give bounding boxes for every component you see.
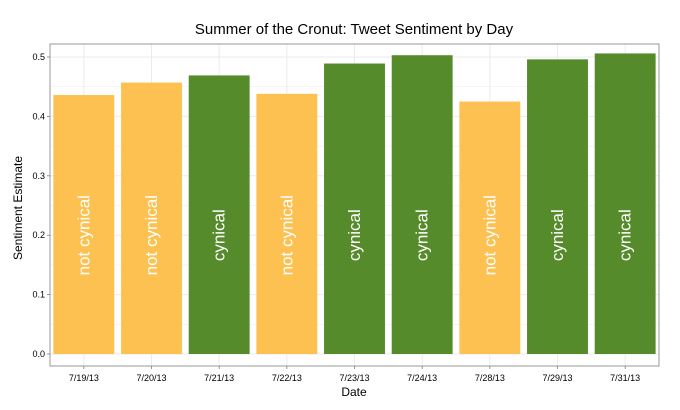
bars (53, 53, 656, 355)
bar (121, 82, 182, 355)
bar-label: not cynical (74, 195, 93, 275)
bar-label: cynical (210, 209, 229, 261)
y-axis-label: Sentiment Estimate (11, 156, 25, 260)
y-axis: 0.0 0.1 0.2 0.3 0.4 0.5 (32, 52, 50, 359)
y-tick-label: 0.2 (32, 230, 45, 240)
x-tick-label: 7/28/13 (475, 373, 505, 383)
bar (459, 101, 521, 354)
x-tick-label: 7/29/13 (542, 373, 572, 383)
x-tick-label: 7/20/13 (136, 373, 166, 383)
y-tick-label: 0.5 (32, 52, 45, 62)
bar (53, 95, 115, 355)
x-axis: 7/19/13 7/20/13 7/21/13 7/22/13 7/23/13 7/24/… (69, 366, 640, 383)
y-tick-label: 0.4 (32, 111, 45, 121)
y-tick-label: 0.0 (32, 349, 45, 359)
x-axis-label: Date (341, 385, 367, 399)
x-tick-label: 7/24/13 (407, 373, 437, 383)
bar-labels: not cynical not cynical cynical not cynical… (74, 195, 634, 275)
x-tick-label: 7/19/13 (69, 373, 99, 383)
bar-label: cynical (616, 209, 635, 261)
bar (594, 53, 656, 354)
x-tick-label: 7/31/13 (610, 373, 640, 383)
bar-label: not cynical (480, 195, 499, 275)
y-tick-label: 0.1 (32, 290, 45, 300)
x-tick-label: 7/23/13 (339, 373, 369, 383)
y-tick-label: 0.3 (32, 171, 45, 181)
chart-title: Summer of the Cronut: Tweet Sentiment by… (195, 21, 514, 38)
bar-label: cynical (345, 209, 364, 261)
bar (324, 63, 385, 355)
x-tick-label: 7/22/13 (272, 373, 302, 383)
bar-label: cynical (413, 209, 432, 261)
bar-label: not cynical (277, 195, 296, 275)
bar (256, 93, 318, 354)
x-tick-label: 7/21/13 (204, 373, 234, 383)
bar (391, 55, 453, 355)
bar-label: not cynical (142, 195, 161, 275)
bar (188, 75, 250, 354)
bar (527, 59, 588, 354)
bar-label: cynical (548, 209, 567, 261)
